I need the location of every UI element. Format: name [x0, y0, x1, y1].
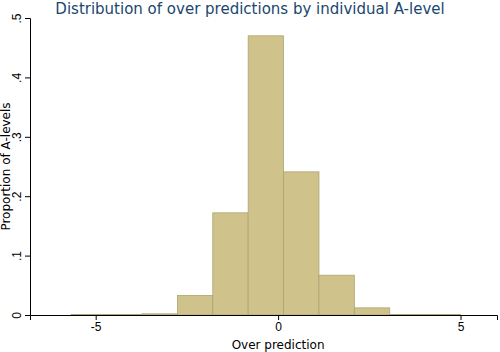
bar: [354, 308, 389, 315]
y-axis: 0 .1 .2 .3 .4 .5: [10, 13, 31, 319]
y-tick: .5: [10, 13, 30, 23]
y-axis-line: [25, 19, 31, 316]
bar: [142, 314, 177, 315]
x-tick-label: 5: [458, 320, 465, 334]
bar: [177, 295, 212, 315]
y-tick: .3: [10, 132, 30, 142]
bar: [107, 314, 142, 315]
x-tick: 5: [458, 315, 465, 334]
x-tick: -5: [91, 315, 102, 334]
bar: [425, 314, 460, 315]
y-tick: 0: [10, 312, 30, 319]
plot-area: -5 0 5 0 .1 .2 .3 .4 .5: [10, 13, 498, 333]
x-tick-label: -5: [91, 320, 102, 334]
y-tick-label: .5: [10, 13, 24, 23]
y-tick-mark: [25, 77, 30, 78]
y-tick-mark: [25, 18, 30, 19]
bar: [213, 213, 248, 315]
x-tick-label: 0: [275, 320, 282, 334]
bar: [319, 275, 354, 315]
y-tick-mark: [25, 256, 30, 257]
bar: [284, 172, 319, 315]
bar: [248, 36, 283, 315]
bars: [71, 36, 460, 315]
y-tick: .2: [10, 191, 30, 201]
bar: [71, 314, 106, 315]
x-axis-title: Over prediction: [232, 338, 325, 352]
x-axis: -5 0 5: [31, 315, 498, 334]
y-tick: .1: [10, 251, 30, 261]
y-axis-title: Proportion of A-levels: [0, 102, 13, 230]
y-tick: .4: [10, 73, 30, 83]
y-tick-label: .1: [10, 251, 24, 261]
y-tick-mark: [25, 137, 30, 138]
y-tick-mark: [25, 196, 30, 197]
bar: [390, 314, 425, 315]
y-tick-mark: [25, 315, 30, 316]
y-tick-label: .4: [10, 73, 24, 83]
chart: -5 0 5 0 .1 .2 .3 .4 .5 Distribution of over pred…: [0, 0, 500, 352]
y-tick-label: 0: [10, 312, 24, 319]
title: Distribution of over predictions by indi…: [55, 0, 444, 18]
x-tick: 0: [275, 315, 282, 334]
